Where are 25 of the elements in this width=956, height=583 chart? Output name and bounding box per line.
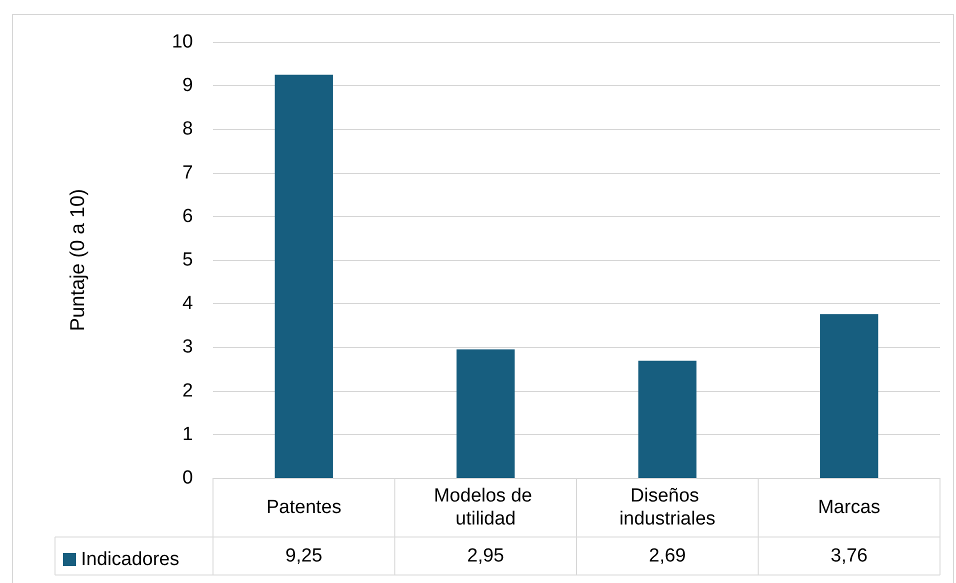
y-tick-label: 0 xyxy=(182,468,193,488)
y-tick-label: 2 xyxy=(182,380,193,402)
x-tick-label: Modelos de utilidad xyxy=(434,486,538,530)
y-tick-label: 1 xyxy=(182,424,193,445)
bar xyxy=(274,74,333,478)
y-tick-label: 10 xyxy=(172,32,193,52)
y-tick-label: 6 xyxy=(182,206,193,227)
legend-label: Indicadores xyxy=(81,549,180,570)
y-tick-label: 5 xyxy=(182,250,193,270)
bar xyxy=(456,349,515,478)
data-label: 2,69 xyxy=(648,546,686,566)
bar xyxy=(638,360,696,478)
y-axis-title: Puntaje (0 a 10) xyxy=(67,188,89,332)
bar xyxy=(820,314,878,478)
x-tick-label: Marcas xyxy=(818,497,880,518)
y-tick-label: 3 xyxy=(182,336,193,358)
data-label: 9,25 xyxy=(285,546,322,566)
y-tick-label: 4 xyxy=(182,293,194,314)
y-tick-label: 8 xyxy=(182,118,193,140)
x-tick-label: Patentes xyxy=(266,497,342,518)
y-tick-label: 9 xyxy=(182,75,193,96)
x-tick-label: Diseños industriales xyxy=(619,486,716,530)
data-label: 3,76 xyxy=(830,546,868,566)
data-label: 2,95 xyxy=(467,546,504,566)
y-tick-label: 7 xyxy=(182,162,193,184)
